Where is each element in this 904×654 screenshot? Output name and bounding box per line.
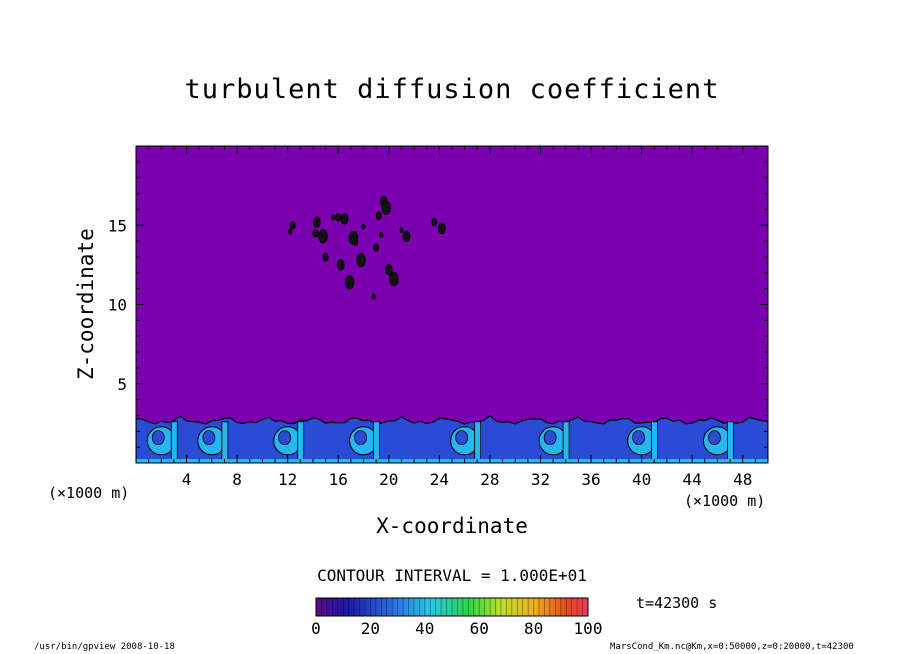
y-axis-label: Z-coordinate xyxy=(74,228,98,380)
x-tick-label: 24 xyxy=(430,470,449,489)
turbulent-patch xyxy=(353,239,359,246)
plume-core xyxy=(708,430,721,446)
x-tick-label: 28 xyxy=(480,470,499,489)
plume-stem xyxy=(651,421,658,463)
turbulent-patch xyxy=(344,275,355,290)
footer-right: MarsCond_Km.nc@Km,x=0:50000,z=0:20000,t=… xyxy=(610,642,854,652)
plume-core xyxy=(354,430,367,446)
plume-stem xyxy=(170,421,178,463)
turbulent-patch xyxy=(318,229,328,244)
turbulent-patch xyxy=(335,212,342,222)
plume-core xyxy=(278,430,292,446)
y-tick-label: 5 xyxy=(117,375,127,394)
turbulent-patch xyxy=(371,293,376,300)
turbulent-patch xyxy=(437,222,446,235)
turbulent-patch xyxy=(331,214,336,221)
plot-area xyxy=(136,146,768,463)
colorbar-tick-label: 60 xyxy=(470,619,489,638)
plume-stem xyxy=(373,421,380,463)
plume-core xyxy=(543,430,557,446)
turbulent-patch xyxy=(431,217,438,227)
turbulent-patch xyxy=(381,200,392,215)
plot-clip-group xyxy=(136,146,768,463)
colorbar-tick-label: 80 xyxy=(524,619,543,638)
plume-core xyxy=(202,430,216,446)
plume-stem xyxy=(474,421,482,463)
x-axis-label: X-coordinate xyxy=(376,514,528,538)
x-tick-label: 16 xyxy=(329,470,348,489)
x-unit-left: (×1000 m) xyxy=(48,484,130,502)
x-tick-label: 48 xyxy=(733,470,752,489)
plume-core xyxy=(632,430,645,446)
colorbar-tick-label: 40 xyxy=(415,619,434,638)
footer-left: /usr/bin/gpview 2008-10-18 xyxy=(34,642,175,652)
y-tick-label: 15 xyxy=(108,216,127,235)
x-tick-label: 32 xyxy=(531,470,550,489)
turbulent-patch xyxy=(322,252,329,262)
plume-stem xyxy=(727,421,734,463)
x-unit-right: (×1000 m) xyxy=(684,492,766,510)
x-tick-label: 4 xyxy=(182,470,192,489)
x-tick-label: 44 xyxy=(683,470,702,489)
turbulent-patch xyxy=(288,228,293,235)
turbulent-patch xyxy=(379,231,384,238)
turbulent-patch xyxy=(389,272,399,287)
x-tick-label: 20 xyxy=(379,470,398,489)
colorbar-tick-label: 100 xyxy=(574,619,603,638)
contour-interval-label: CONTOUR INTERVAL = 1.000E+01 xyxy=(317,566,587,585)
turbulent-patch xyxy=(361,223,366,230)
turbulent-patch xyxy=(399,227,404,234)
plume-stem xyxy=(562,421,570,463)
chart-title: turbulent diffusion coefficient xyxy=(184,74,720,105)
turbulent-patch xyxy=(375,211,382,221)
turbulent-patch xyxy=(340,213,349,225)
plume-stem xyxy=(297,421,305,463)
x-tick-label: 8 xyxy=(232,470,242,489)
turbulent-patch xyxy=(373,243,380,252)
colorbar: 0 20 40 60 80 100 xyxy=(311,597,603,638)
time-label: t=42300 s xyxy=(636,594,718,612)
turbulent-patch xyxy=(289,220,296,230)
turbulent-patch xyxy=(336,259,345,271)
turbulent-patch xyxy=(384,263,393,276)
turbulent-patch xyxy=(356,253,366,268)
colorbar-tick-label: 0 xyxy=(311,619,321,638)
y-tick-label: 10 xyxy=(108,296,127,315)
plume-stem xyxy=(221,421,229,463)
turbulent-patch xyxy=(312,216,321,228)
turbulent-patch xyxy=(402,230,411,243)
background-field xyxy=(136,146,768,463)
plume-core xyxy=(455,430,469,446)
x-tick-label: 12 xyxy=(278,470,297,489)
colorbar-tick-label: 20 xyxy=(361,619,380,638)
x-tick-label: 36 xyxy=(581,470,600,489)
x-tick-label: 40 xyxy=(632,470,651,489)
turbulent-patch xyxy=(312,228,319,238)
plume-core xyxy=(151,430,165,446)
